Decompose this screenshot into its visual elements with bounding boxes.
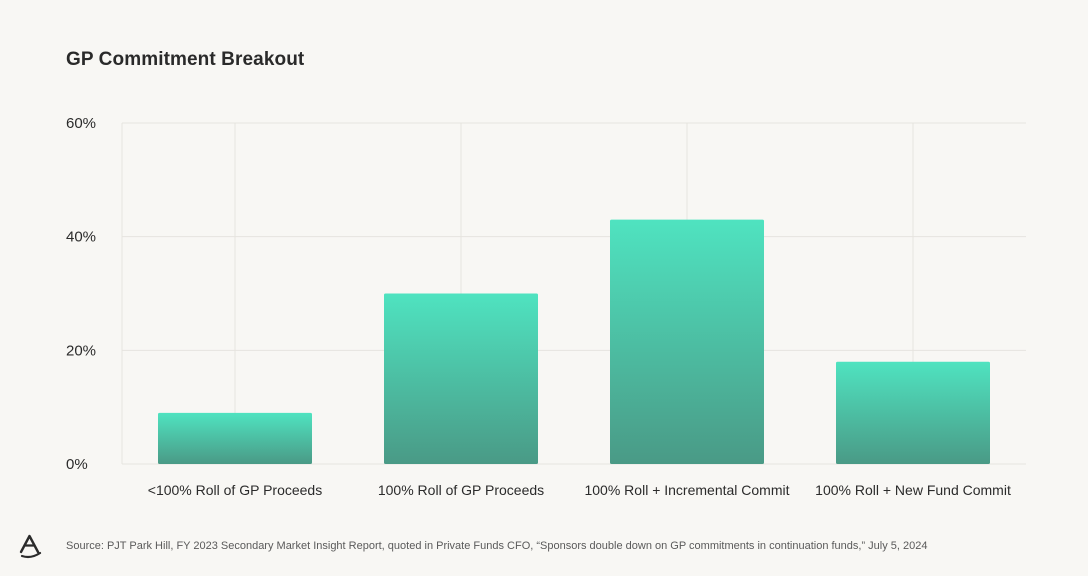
- y-tick-label: 0%: [66, 456, 88, 473]
- source-note: Source: PJT Park Hill, FY 2023 Secondary…: [66, 540, 928, 552]
- bar: [158, 412, 312, 464]
- x-category-label: 100% Roll of GP Proceeds: [378, 482, 544, 498]
- x-category-label: 100% Roll + Incremental Commit: [584, 482, 789, 498]
- x-category-label: 100% Roll + New Fund Commit: [815, 482, 1011, 498]
- x-category-label: <100% Roll of GP Proceeds: [148, 482, 322, 498]
- bar: [610, 219, 764, 464]
- y-tick-label: 20%: [66, 342, 96, 359]
- y-tick-label: 60%: [66, 115, 96, 132]
- a-logo-icon: [19, 534, 42, 559]
- y-tick-label: 40%: [66, 229, 96, 246]
- bar-layer: [158, 219, 990, 464]
- chart-title: GP Commitment Breakout: [66, 49, 305, 70]
- label-layer: 0% 20% 40% 60% <100% Roll of GP Proceeds 100%…: [66, 115, 1011, 498]
- bar: [836, 361, 990, 464]
- bar: [384, 293, 538, 464]
